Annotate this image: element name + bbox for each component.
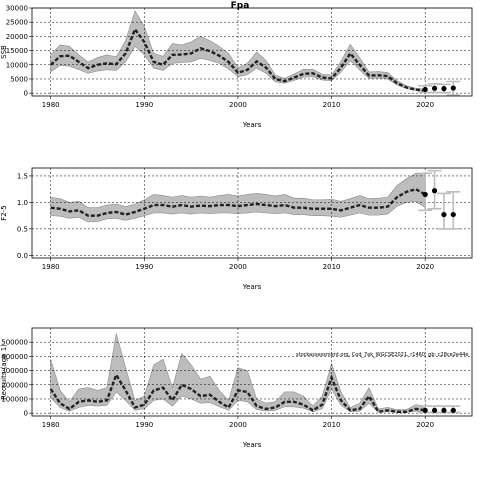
ssb-panel: 1980 1990 2000 2010 2020 0 5000 10000 15000 20000… — [0, 5, 473, 129]
y-axis-label: SSB — [0, 45, 8, 59]
plot-frame — [31, 167, 473, 259]
y-tick-label: 1.5 — [17, 172, 28, 180]
y-tick-label: 400000 — [1, 353, 28, 361]
forecast-point — [441, 86, 447, 92]
y-tick-label: 30000 — [6, 5, 28, 13]
forecast-point — [441, 407, 447, 413]
y-tick-label: 0.0 — [17, 252, 28, 260]
y-axis-label: F2-5 — [0, 205, 8, 220]
x-axis-label: Years — [242, 283, 262, 291]
x-tick-label: 1980 — [42, 421, 60, 429]
y-tick-label: 15000 — [6, 47, 28, 55]
x-tick-label: 1990 — [135, 263, 153, 271]
plot-frame — [31, 327, 473, 417]
forecast-point — [422, 191, 428, 198]
recruits-panel: 1980 1990 2000 2010 2020 0 100000 200000 300000 4… — [0, 327, 473, 449]
x-tick-label: 2000 — [229, 421, 247, 429]
x-tick-label: 2010 — [323, 263, 341, 271]
estimate-line — [50, 187, 426, 217]
plot-frame — [31, 7, 473, 97]
x-axis-label: Years — [242, 441, 262, 449]
y-tick-label: 200000 — [1, 381, 28, 389]
forecast-point — [422, 86, 428, 93]
x-tick-label: 1990 — [135, 101, 153, 109]
source-annotation: stockassessment.org, Cod_7ek_WGCSE2021, … — [296, 352, 468, 358]
y-tick-label: 0 — [24, 410, 28, 418]
x-tick-label: 2020 — [416, 421, 434, 429]
forecast-point — [431, 188, 438, 194]
forecast-point — [450, 211, 456, 218]
y-axis-label: Recruits (age 1) — [0, 344, 8, 400]
forecast-point — [450, 407, 456, 413]
forecast-point — [431, 407, 438, 413]
forecast-point — [431, 85, 438, 91]
y-tick-label: 300000 — [1, 367, 28, 375]
forecast-point — [441, 211, 447, 218]
y-tick-label: 5000 — [10, 75, 28, 83]
y-tick-label: 25000 — [6, 19, 28, 27]
x-tick-label: 1980 — [42, 263, 60, 271]
estimate-line — [49, 26, 426, 92]
figure-title: Fpa — [231, 1, 250, 11]
x-tick-label: 1990 — [135, 421, 153, 429]
y-tick-label: 20000 — [6, 33, 28, 41]
x-tick-label: 2010 — [323, 101, 341, 109]
y-tick-label: 500000 — [1, 339, 28, 347]
x-tick-label: 2010 — [323, 421, 341, 429]
forecast-point — [422, 407, 428, 413]
fbar-panel: 1980 1990 2000 2010 2020 0.0 0.5 1.0 1.5 Years F2-… — [0, 167, 473, 291]
y-tick-label: 0.5 — [17, 225, 28, 233]
y-tick-label: 100000 — [1, 395, 28, 403]
y-tick-label: 10000 — [6, 61, 28, 69]
x-tick-label: 2000 — [229, 263, 247, 271]
x-axis-label: Years — [242, 121, 262, 129]
x-tick-label: 2020 — [416, 101, 434, 109]
y-tick-label: 1.0 — [17, 199, 28, 207]
x-tick-label: 2020 — [416, 263, 434, 271]
x-tick-label: 2000 — [229, 101, 247, 109]
x-tick-label: 1980 — [42, 101, 60, 109]
y-tick-label: 0 — [24, 90, 28, 98]
estimate-line — [49, 372, 426, 414]
forecast-point — [450, 85, 456, 91]
